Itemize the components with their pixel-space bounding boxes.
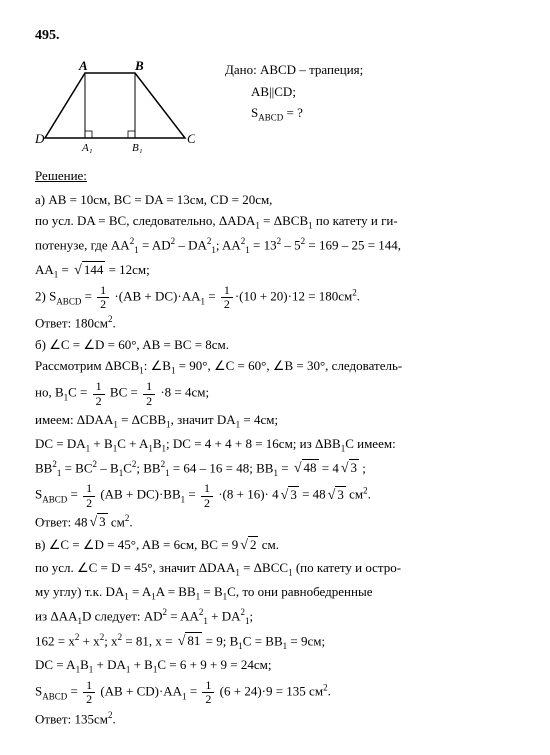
- sol-line: из ΔAA1D следует: AD2 = AA21 + DA21;: [35, 606, 515, 628]
- sol-line: AA1 = 144 = 12см;: [35, 260, 515, 282]
- problem-number: 495.: [35, 25, 515, 46]
- sol-line: по усл. ∠C = D = 45°, значит ΔDAA1 = ΔBC…: [35, 558, 515, 580]
- answer: Ответ: 180см2.: [35, 313, 515, 333]
- answer: Ответ: 483 см2.: [35, 512, 515, 533]
- sol-line: DC = DA1 + B1C + A1B1; DC = 4 + 4 + 8 = …: [35, 434, 515, 456]
- answer: Ответ: 135см2.: [35, 709, 515, 729]
- sol-line: в) ∠C = ∠D = 45°, AB = 6см, BC = 92 см.: [35, 535, 515, 556]
- sol-line: а) AB = 10см, BC = DA = 13см, CD = 20см,: [35, 190, 515, 210]
- sol-line: му углу) т.к. DA1 = A1A = BB1 = B1C, то …: [35, 582, 515, 604]
- solution-label: Решение:: [35, 166, 515, 186]
- svg-text:C: C: [187, 131, 195, 146]
- sol-line: SABCD = 12 (AB + DC)·BB1 = 12 ·(8 + 16)·…: [35, 482, 515, 509]
- sol-line: DC = A1B1 + DA1 + B1C = 6 + 9 + 9 = 24см…: [35, 655, 515, 677]
- sol-line: но, B1C = 12 BC = 12 ·8 = 4см;: [35, 380, 515, 407]
- svg-text:A: A: [78, 58, 88, 73]
- sol-line: SABCD = 12 (AB + CD)·AA1 = 12 (6 + 24)·9…: [35, 679, 515, 706]
- sol-line: б) ∠C = ∠D = 60°, AB = BC = 8см.: [35, 335, 515, 355]
- svg-text:B: B: [134, 58, 144, 73]
- given-line: AB||CD;: [225, 82, 363, 102]
- sol-line: BB21 = BC2 – B1C2; BB21 = 64 – 16 = 48; …: [35, 458, 515, 480]
- given-line: Дано: ABCD – трапеция;: [225, 60, 363, 80]
- trapezoid-figure: A B C D A₁ B₁: [35, 58, 195, 158]
- sol-line: 162 = x2 + x2; x2 = 81, x = 81 = 9; B1C …: [35, 631, 515, 653]
- sol-line: Рассмотрим ΔBCB1: ∠B1 = 90°, ∠C = 60°, ∠…: [35, 356, 515, 378]
- svg-text:A₁: A₁: [81, 142, 93, 154]
- given-line: SABCD = ?: [225, 103, 363, 125]
- sol-line: имеем: ΔDAA1 = ΔCBB1, значит DA1 = 4см;: [35, 410, 515, 432]
- top-row: A B C D A₁ B₁ Дано: ABCD – трапеция; AB|…: [35, 58, 515, 158]
- sol-line: потенузе, где AA21 = AD2 – DA21; AA21 = …: [35, 235, 515, 257]
- sol-line: по усл. DA = BC, следовательно, ΔADA1 = …: [35, 211, 515, 233]
- sol-line: 2) SABCD = 12 ·(AB + DC)·AA1 = 12·(10 + …: [35, 284, 515, 311]
- svg-text:B₁: B₁: [132, 142, 143, 154]
- svg-text:D: D: [35, 131, 45, 146]
- given-block: Дано: ABCD – трапеция; AB||CD; SABCD = ?: [225, 58, 363, 127]
